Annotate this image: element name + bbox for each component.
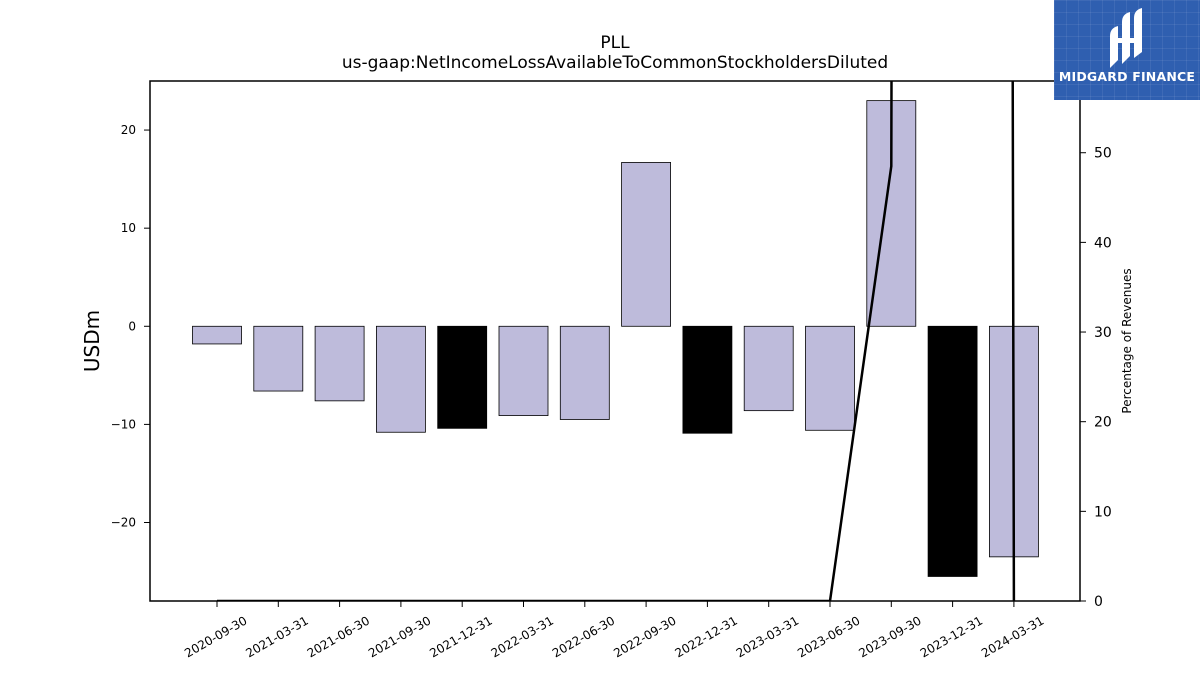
bar-2022-12-31: [682, 325, 733, 434]
x-tick-label: 2022-09-30: [611, 613, 678, 660]
x-tick-label: 2024-03-31: [979, 613, 1046, 660]
chart-subtitle: us-gaap:NetIncomeLossAvailableToCommonSt…: [342, 53, 888, 73]
x-tick-label: 2020-09-30: [182, 613, 249, 660]
x-tick-label: 2021-12-31: [427, 613, 494, 660]
x-tick-label: 2023-03-31: [734, 613, 801, 660]
brand-logo: MIDGARD FINANCE: [1054, 0, 1200, 100]
y-tick-label: 10: [121, 221, 136, 235]
line-group: [217, 81, 1016, 601]
y-tick-label: 20: [121, 123, 136, 137]
logo-text: MIDGARD FINANCE: [1058, 69, 1196, 84]
line-series: [217, 81, 1016, 601]
bar-2020-09-30: [192, 325, 242, 345]
y2-tick-label: 10: [1094, 504, 1112, 520]
bar-2022-03-31: [498, 325, 549, 416]
bar-2023-03-31: [743, 325, 794, 412]
x-tick-label: 2022-03-31: [489, 613, 556, 660]
y2-tick-label: 30: [1094, 325, 1112, 341]
y2-tick-label: 20: [1094, 415, 1112, 431]
y-axis-label: USDm: [80, 310, 104, 372]
bar-2021-06-30: [314, 325, 365, 402]
logo-mark-icon: [1110, 8, 1142, 68]
x-tick-label: 2023-12-31: [918, 613, 985, 660]
y2-tick-label: 50: [1094, 146, 1112, 162]
x-tick-label: 2022-12-31: [672, 613, 739, 660]
x-tick-label: 2022-06-30: [550, 613, 617, 660]
y-tick-label: −20: [111, 516, 136, 530]
y2-axis-label: Percentage of Revenues: [1120, 268, 1134, 413]
y2-tick-label: 0: [1094, 594, 1103, 610]
bar-2021-12-31: [437, 325, 488, 429]
bar-2022-06-30: [559, 325, 610, 420]
bar-2021-09-30: [375, 325, 426, 433]
chart-title: PLL: [600, 33, 630, 53]
y-tick-label: −10: [111, 417, 136, 431]
x-tick-label: 2021-03-31: [243, 613, 310, 660]
bars-group: [192, 100, 1039, 577]
bar-2023-12-31: [927, 325, 978, 577]
x-tick-label: 2023-09-30: [856, 613, 923, 660]
y2-tick-label: 40: [1094, 235, 1112, 251]
x-tick-label: 2021-06-30: [305, 613, 372, 660]
bar-2023-06-30: [805, 325, 855, 431]
x-tick-label: 2023-06-30: [795, 613, 862, 660]
bar-2022-09-30: [621, 162, 671, 327]
x-tick-label: 2021-09-30: [366, 613, 433, 660]
plot-frame: [149, 80, 1081, 602]
y-tick-label: 0: [128, 319, 136, 333]
bar-2021-03-31: [253, 325, 304, 392]
